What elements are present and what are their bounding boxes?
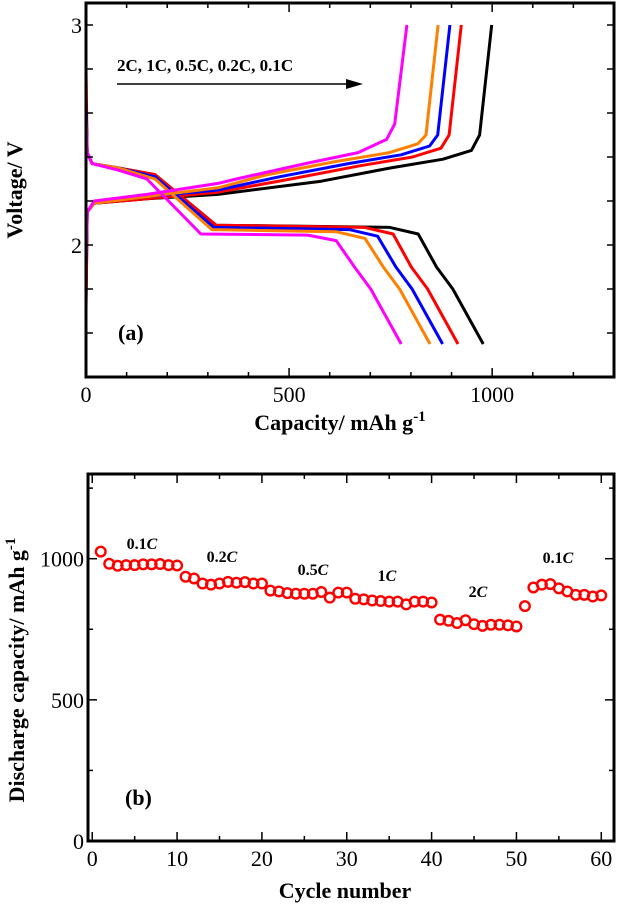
y-axis-label: Discharge capacity/ mAh g-1 xyxy=(3,538,29,803)
data-point xyxy=(518,600,531,613)
text-part: C xyxy=(386,568,397,585)
x-axis-label-text: Capacity/ mAh g xyxy=(254,410,413,435)
data-point xyxy=(595,589,608,602)
x-tick-label: 10 xyxy=(166,846,188,871)
text-part: 0.5 xyxy=(298,562,318,579)
series-4-charge-line xyxy=(84,24,409,257)
x-tick-label: 0 xyxy=(87,846,98,871)
plot-frame-a xyxy=(84,1,616,379)
data-point xyxy=(323,591,336,604)
x-axis-label: Cycle number xyxy=(279,878,412,903)
rate-order-annotation: 2C, 1C, 0.5C, 0.2C, 0.1C xyxy=(117,56,293,75)
data-point xyxy=(255,577,268,590)
x-tick-label: 60 xyxy=(590,846,612,871)
x-tick-label: 50 xyxy=(505,846,527,871)
text-part: C xyxy=(147,536,158,553)
panel-label-b: (b) xyxy=(125,785,152,810)
x-axis-label: Capacity/ mAh g-1 xyxy=(254,409,425,435)
text-part: 1 xyxy=(378,568,386,585)
data-point xyxy=(171,559,184,572)
x-tick-label: 40 xyxy=(421,846,443,871)
panel-label-a: (a) xyxy=(118,320,144,345)
series-1-discharge-line xyxy=(84,68,460,345)
text-part: 0.2 xyxy=(207,549,227,566)
x-tick-label: 1000 xyxy=(470,382,514,407)
y-tick-label: 1000 xyxy=(40,547,84,572)
data-point xyxy=(510,620,523,633)
y-axis-label: Voltage/ V xyxy=(2,141,27,238)
text-part: C xyxy=(227,549,238,566)
x-axis-label-sup: -1 xyxy=(413,409,426,425)
y-axis-label-text: Discharge capacity/ mAh g xyxy=(4,550,29,802)
data-point xyxy=(425,596,438,609)
x-tick-label: 500 xyxy=(273,382,306,407)
y-tick-label: 3 xyxy=(71,13,82,38)
data-point xyxy=(188,572,201,585)
text-part: C xyxy=(563,550,574,567)
data-point xyxy=(340,586,353,599)
rate-label: 1C xyxy=(378,568,397,585)
y-axis-label-sup: -1 xyxy=(3,538,19,551)
y-tick-label: 0 xyxy=(73,829,84,854)
plot-frame-b xyxy=(86,472,616,843)
x-tick-label: 0 xyxy=(81,382,92,407)
rate-label: 0.1C xyxy=(127,536,158,553)
text-part: 0.1 xyxy=(127,536,147,553)
text-part: 0.1 xyxy=(543,550,563,567)
series-4-discharge-line xyxy=(84,123,403,345)
rate-label: 2C xyxy=(469,584,488,601)
rate-label: 0.1C xyxy=(543,550,574,567)
text-part: 2 xyxy=(469,584,477,601)
x-tick-label: 20 xyxy=(251,846,273,871)
data-point xyxy=(94,545,107,558)
series-2-discharge-line xyxy=(84,101,444,345)
y-tick-label: 2 xyxy=(71,233,82,258)
rate-label: 0.2C xyxy=(207,549,238,566)
text-part: C xyxy=(318,562,329,579)
text-part: C xyxy=(477,584,488,601)
rate-label: 0.5C xyxy=(298,562,329,579)
x-tick-label: 30 xyxy=(336,846,358,871)
arrow-head-icon xyxy=(346,79,363,89)
data-point xyxy=(315,586,328,599)
y-tick-label: 500 xyxy=(51,688,84,713)
